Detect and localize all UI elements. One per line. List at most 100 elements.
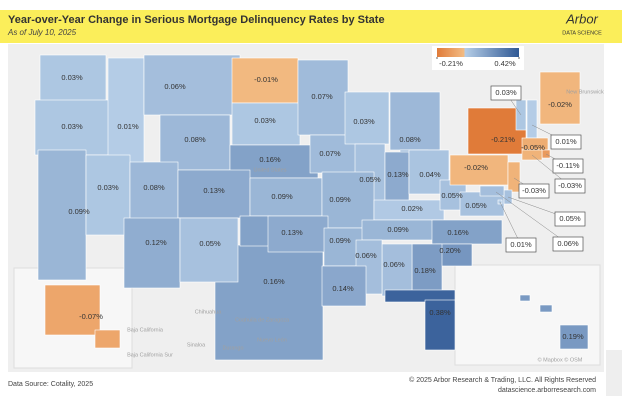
state-label: 0.09% (68, 207, 90, 216)
legend-label: 0.42% (494, 59, 516, 68)
legend-gradient (437, 48, 519, 57)
state-label: 0.18% (414, 266, 436, 275)
callout-box (550, 134, 582, 150)
state-region (559, 324, 589, 350)
callout-box (554, 178, 586, 194)
base-label: Sinaloa (187, 342, 206, 348)
state-label: -0.05% (521, 143, 545, 152)
state-region (539, 71, 581, 125)
state-label: 0.09% (329, 236, 351, 245)
state-region (123, 217, 181, 289)
state-label: 0.03% (61, 122, 83, 131)
state-label: -0.02% (548, 100, 572, 109)
state-label: 0.16% (263, 277, 285, 286)
callout-box (552, 158, 584, 174)
state-label: 0.12% (145, 238, 167, 247)
state-label: 0.03% (97, 183, 119, 192)
title: Year-over-Year Change in Serious Mortgag… (8, 14, 385, 26)
hawaii-inset (454, 264, 601, 366)
state-label: 0.13% (281, 228, 303, 237)
alaska-inset (13, 267, 133, 369)
logo: Arbor (565, 11, 598, 26)
state-region (507, 161, 521, 193)
state-label: 0.03% (254, 116, 276, 125)
state-region (267, 215, 329, 253)
base-label: Baja California (127, 327, 164, 333)
state-label: -0.01% (254, 75, 278, 84)
source: Data Source: Cotality, 2025 (8, 381, 93, 388)
state-label: 0.16% (259, 155, 281, 164)
callout-box (518, 183, 550, 199)
state-region (344, 91, 390, 145)
state-label: 0.06% (557, 239, 579, 248)
state-label: 0.03% (495, 88, 517, 97)
state-label: 0.01% (117, 122, 139, 131)
legend: -0.21% 0.42% (436, 57, 520, 68)
state-region (231, 102, 301, 146)
state-region (94, 329, 121, 349)
state-label: -0.21% (491, 135, 515, 144)
base-label: Coahuila de Zaragoza (235, 317, 290, 323)
state-label: 0.09% (387, 225, 409, 234)
state-label: 0.03% (353, 117, 375, 126)
base-label: United States (253, 167, 286, 173)
state-label: 0.09% (271, 192, 293, 201)
state-region (381, 243, 413, 297)
state-label: 0.01% (510, 240, 532, 249)
state-region (143, 54, 241, 116)
state-label: -0.07% (79, 312, 103, 321)
state-label: 0.07% (311, 92, 333, 101)
state-region (159, 114, 231, 171)
state-label: 0.20% (439, 246, 461, 255)
state-label: 0.16% (447, 228, 469, 237)
state-label: 0.08% (184, 135, 206, 144)
callout-line (495, 191, 569, 245)
state-label: 0.13% (203, 186, 225, 195)
state-label: 0.14% (332, 284, 354, 293)
base-label: Chihuahua (195, 309, 223, 315)
state-region (449, 154, 509, 186)
state-label: 0.05% (359, 175, 381, 184)
state-label: 0.05% (199, 239, 221, 248)
state-label: 0.07% (319, 149, 341, 158)
state-region (37, 149, 87, 281)
state-label: 0.38% (429, 308, 451, 317)
base-label: Nuevo León (257, 337, 287, 343)
regions (34, 54, 589, 361)
state-region (231, 57, 299, 104)
state-label: -0.11% (556, 161, 580, 170)
state-region (321, 171, 375, 229)
state-region (177, 169, 251, 219)
state-label: 0.06% (355, 251, 377, 260)
base-label: New Brunswick (566, 89, 604, 95)
state-region (384, 289, 456, 303)
state-region (539, 304, 553, 313)
copyright: © 2025 Arbor Research & Trading, LLC. Al… (409, 376, 596, 384)
state-label: 0.08% (143, 183, 165, 192)
state-region (431, 219, 503, 245)
state-label: 0.08% (399, 135, 421, 144)
title-bar (0, 10, 622, 43)
state-label: 0.09% (329, 195, 351, 204)
state-label: 0.06% (383, 260, 405, 269)
state-region (526, 99, 538, 139)
state-label: 0.05% (559, 214, 581, 223)
callout-box (490, 85, 522, 101)
url: datascience.arborresearch.com (498, 387, 596, 394)
state-region (179, 217, 239, 283)
state-region (239, 215, 271, 247)
callout-box (554, 211, 586, 227)
state-label: 0.03% (61, 73, 83, 82)
callout-box (505, 237, 537, 253)
state-label: 0.01% (555, 137, 577, 146)
state-region (321, 265, 367, 307)
base-label: © Mapbox © OSM (538, 356, 583, 363)
state-label: 0.06% (164, 82, 186, 91)
state-label: -0.03% (558, 181, 582, 190)
state-region (424, 299, 456, 351)
state-region (85, 154, 131, 236)
state-region (107, 57, 145, 171)
state-region (297, 59, 349, 136)
subtitle: As of July 10, 2025 (7, 28, 77, 37)
